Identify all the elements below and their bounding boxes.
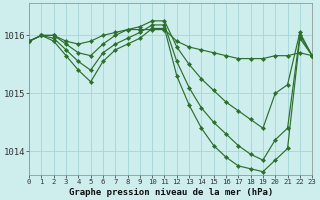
X-axis label: Graphe pression niveau de la mer (hPa): Graphe pression niveau de la mer (hPa) <box>68 188 273 197</box>
